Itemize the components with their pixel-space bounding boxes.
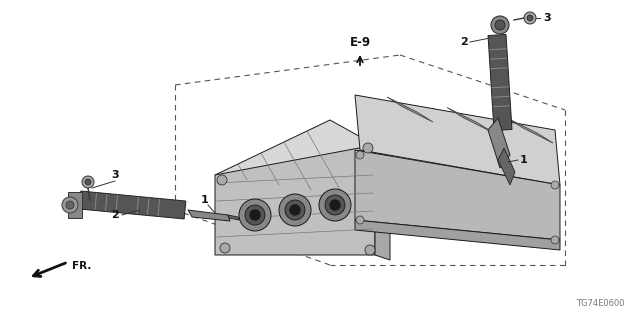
Text: 3: 3 xyxy=(111,170,119,180)
Circle shape xyxy=(82,176,94,188)
Text: 3: 3 xyxy=(543,13,550,23)
Polygon shape xyxy=(215,120,375,200)
Circle shape xyxy=(330,200,340,210)
Circle shape xyxy=(325,195,345,215)
Text: 1: 1 xyxy=(201,195,209,205)
Circle shape xyxy=(85,179,91,185)
Circle shape xyxy=(319,189,351,221)
Circle shape xyxy=(285,200,305,220)
Circle shape xyxy=(239,199,271,231)
Polygon shape xyxy=(215,145,375,255)
Polygon shape xyxy=(375,145,390,260)
Circle shape xyxy=(495,20,505,30)
Polygon shape xyxy=(488,118,510,168)
Circle shape xyxy=(279,194,311,226)
Text: 2: 2 xyxy=(111,210,119,220)
Polygon shape xyxy=(488,35,512,131)
Circle shape xyxy=(220,243,230,253)
Circle shape xyxy=(551,181,559,189)
Circle shape xyxy=(250,210,260,220)
Text: E-9: E-9 xyxy=(349,36,371,49)
Circle shape xyxy=(356,151,364,159)
Polygon shape xyxy=(355,220,560,250)
Circle shape xyxy=(245,205,265,225)
Text: 2: 2 xyxy=(460,37,468,47)
Polygon shape xyxy=(355,150,560,240)
Circle shape xyxy=(62,197,78,213)
Polygon shape xyxy=(188,210,230,221)
Polygon shape xyxy=(355,95,560,185)
Circle shape xyxy=(551,236,559,244)
Polygon shape xyxy=(68,192,82,218)
Circle shape xyxy=(363,143,373,153)
Polygon shape xyxy=(498,148,515,185)
Polygon shape xyxy=(228,215,239,220)
Polygon shape xyxy=(447,108,493,132)
Circle shape xyxy=(527,15,533,21)
Circle shape xyxy=(356,216,364,224)
Text: TG74E0600: TG74E0600 xyxy=(577,299,625,308)
Polygon shape xyxy=(387,97,433,122)
Polygon shape xyxy=(79,191,186,219)
Circle shape xyxy=(217,175,227,185)
Circle shape xyxy=(524,12,536,24)
Polygon shape xyxy=(507,118,553,143)
Circle shape xyxy=(491,16,509,34)
Text: 1: 1 xyxy=(520,155,528,165)
Circle shape xyxy=(290,205,300,215)
Circle shape xyxy=(66,201,74,209)
Text: FR.: FR. xyxy=(72,261,92,271)
Circle shape xyxy=(365,245,375,255)
